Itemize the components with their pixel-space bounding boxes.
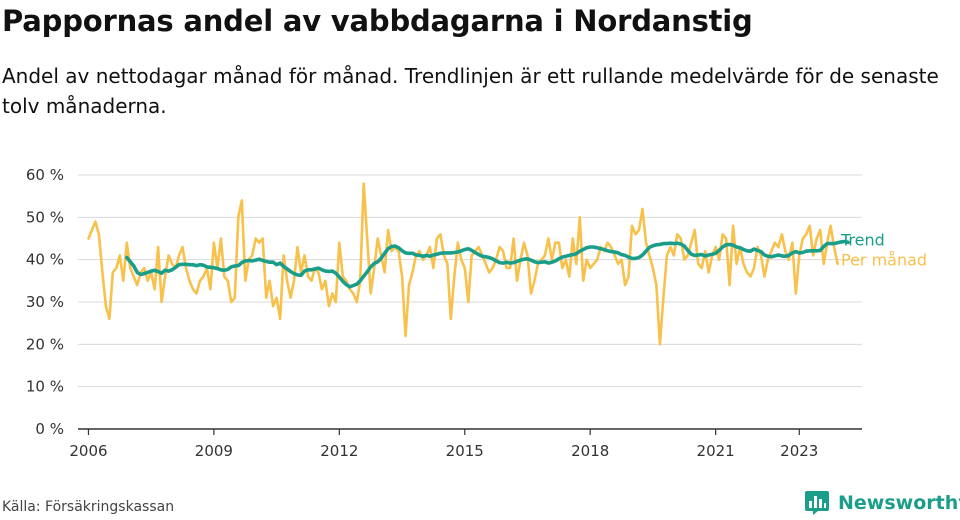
x-axis: 2006 2009 2012 2015 2018 2021 2023 xyxy=(69,428,862,460)
page-title: Pappornas andel av vabbdagarna i Nordans… xyxy=(2,4,753,38)
series-lines xyxy=(87,182,850,346)
brand-name: Newsworthy xyxy=(838,492,960,514)
source-note: Källa: Försäkringskassan xyxy=(2,499,175,515)
y-tick-label: 50 % xyxy=(26,208,64,226)
x-tick-label: 2015 xyxy=(446,442,484,460)
chart-subtitle: Andel av nettodagar månad för månad. Tre… xyxy=(2,64,939,118)
y-axis-ticks: 0 % 10 % 20 % 30 % 40 % 50 % 60 % xyxy=(26,166,64,438)
trend-line xyxy=(125,239,850,289)
y-tick-label: 10 % xyxy=(26,378,64,396)
x-tick-label: 2023 xyxy=(780,442,818,460)
trend-series-label: Trend xyxy=(840,230,885,249)
x-tick-label: 2006 xyxy=(69,442,107,460)
x-tick-label: 2021 xyxy=(697,442,735,460)
bar-chart-speech-bubble-icon xyxy=(805,491,829,515)
x-tick-label: 2009 xyxy=(195,442,233,460)
x-tick-label: 2012 xyxy=(320,442,358,460)
monthly-series-label: Per månad xyxy=(841,250,927,269)
y-tick-label: 40 % xyxy=(26,251,64,269)
brand-logo[interactable]: Newsworthy xyxy=(804,488,960,518)
y-tick-label: 30 % xyxy=(26,293,64,311)
y-tick-label: 0 % xyxy=(35,420,64,438)
x-tick-label: 2018 xyxy=(571,442,609,460)
y-tick-label: 60 % xyxy=(26,166,64,184)
y-tick-label: 20 % xyxy=(26,335,64,353)
